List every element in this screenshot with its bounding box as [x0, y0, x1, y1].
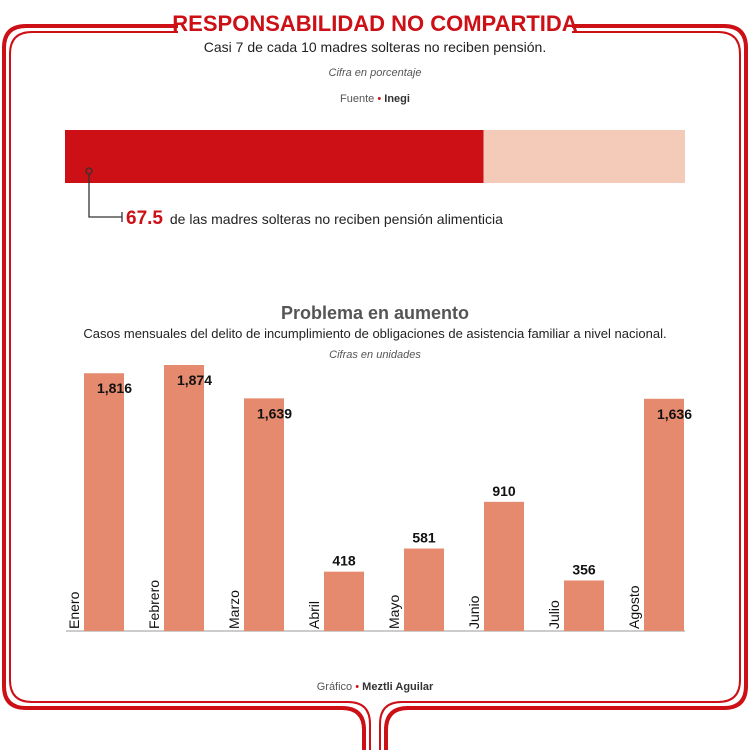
bar-segment-remainder: [483, 130, 685, 183]
annotation-leader-line: [88, 174, 122, 218]
category-label: Junio: [466, 595, 482, 629]
bar-junio: [484, 501, 524, 631]
bar-enero: [84, 373, 124, 631]
bar-mayo: [404, 548, 444, 631]
value-label: 1,874: [177, 372, 212, 388]
bar-julio: [564, 580, 604, 631]
page-subtitle: Casi 7 de cada 10 madres solteras no rec…: [204, 39, 546, 55]
svg-text:Fuente • Inegi: Fuente • Inegi: [340, 93, 410, 105]
bar-abril: [324, 571, 364, 631]
chart-title: Problema en aumento: [281, 303, 469, 323]
bar-segment-no-pension: [65, 130, 484, 183]
chart-subtitle: Casos mensuales del delito de incumplimi…: [83, 326, 666, 341]
credit: Gráfico • Meztli Aguilar: [317, 681, 434, 693]
annotation: 67.5 de las madres solteras no reciben p…: [126, 208, 503, 229]
bar-febrero: [164, 365, 204, 631]
bar-marzo: [244, 398, 284, 631]
unit-note: Cifra en porcentaje: [329, 67, 422, 79]
frame-outer-line: [2, 24, 748, 750]
source: Fuente • Inegi: [340, 93, 410, 105]
value-label: 1,636: [657, 406, 692, 422]
category-label: Febrero: [146, 580, 162, 629]
annotation-value: 67.5: [126, 208, 163, 229]
source-label: Fuente: [340, 93, 374, 105]
source-name: Inegi: [384, 93, 410, 105]
category-label: Marzo: [226, 590, 242, 629]
svg-text:Gráfico • Meztli: Gráfico • Meztli Aguilar: [317, 681, 434, 693]
frame-border: [2, 24, 748, 750]
bullet: •: [377, 93, 384, 105]
category-label: Julio: [546, 600, 562, 629]
value-label: 910: [492, 483, 516, 499]
chart-unit-note: Cifras en unidades: [329, 349, 421, 361]
frame-inner-line: [9, 31, 741, 750]
page-title: RESPONSABILIDAD NO COMPARTIDA: [172, 11, 577, 36]
category-label: Agosto: [626, 585, 642, 629]
bullet: •: [355, 681, 362, 693]
credit-label: Gráfico: [317, 681, 352, 693]
percentage-bar: [65, 130, 685, 183]
value-label: 418: [332, 553, 356, 569]
value-label: 1,639: [257, 405, 292, 421]
annotation-text: de las madres solteras no reciben pensió…: [170, 211, 503, 227]
category-label: Enero: [66, 591, 82, 629]
value-label: 581: [412, 530, 436, 546]
value-label: 356: [572, 561, 596, 577]
bar-chart: 1,816 Enero 1,874 Febrero 1,639 Marzo 418 Abril…: [66, 365, 692, 632]
credit-name: Meztli Aguilar: [362, 681, 434, 693]
value-label: 1,816: [97, 380, 132, 396]
category-label: Mayo: [386, 595, 402, 629]
bar-agosto: [644, 398, 684, 631]
category-label: Abril: [306, 601, 322, 629]
